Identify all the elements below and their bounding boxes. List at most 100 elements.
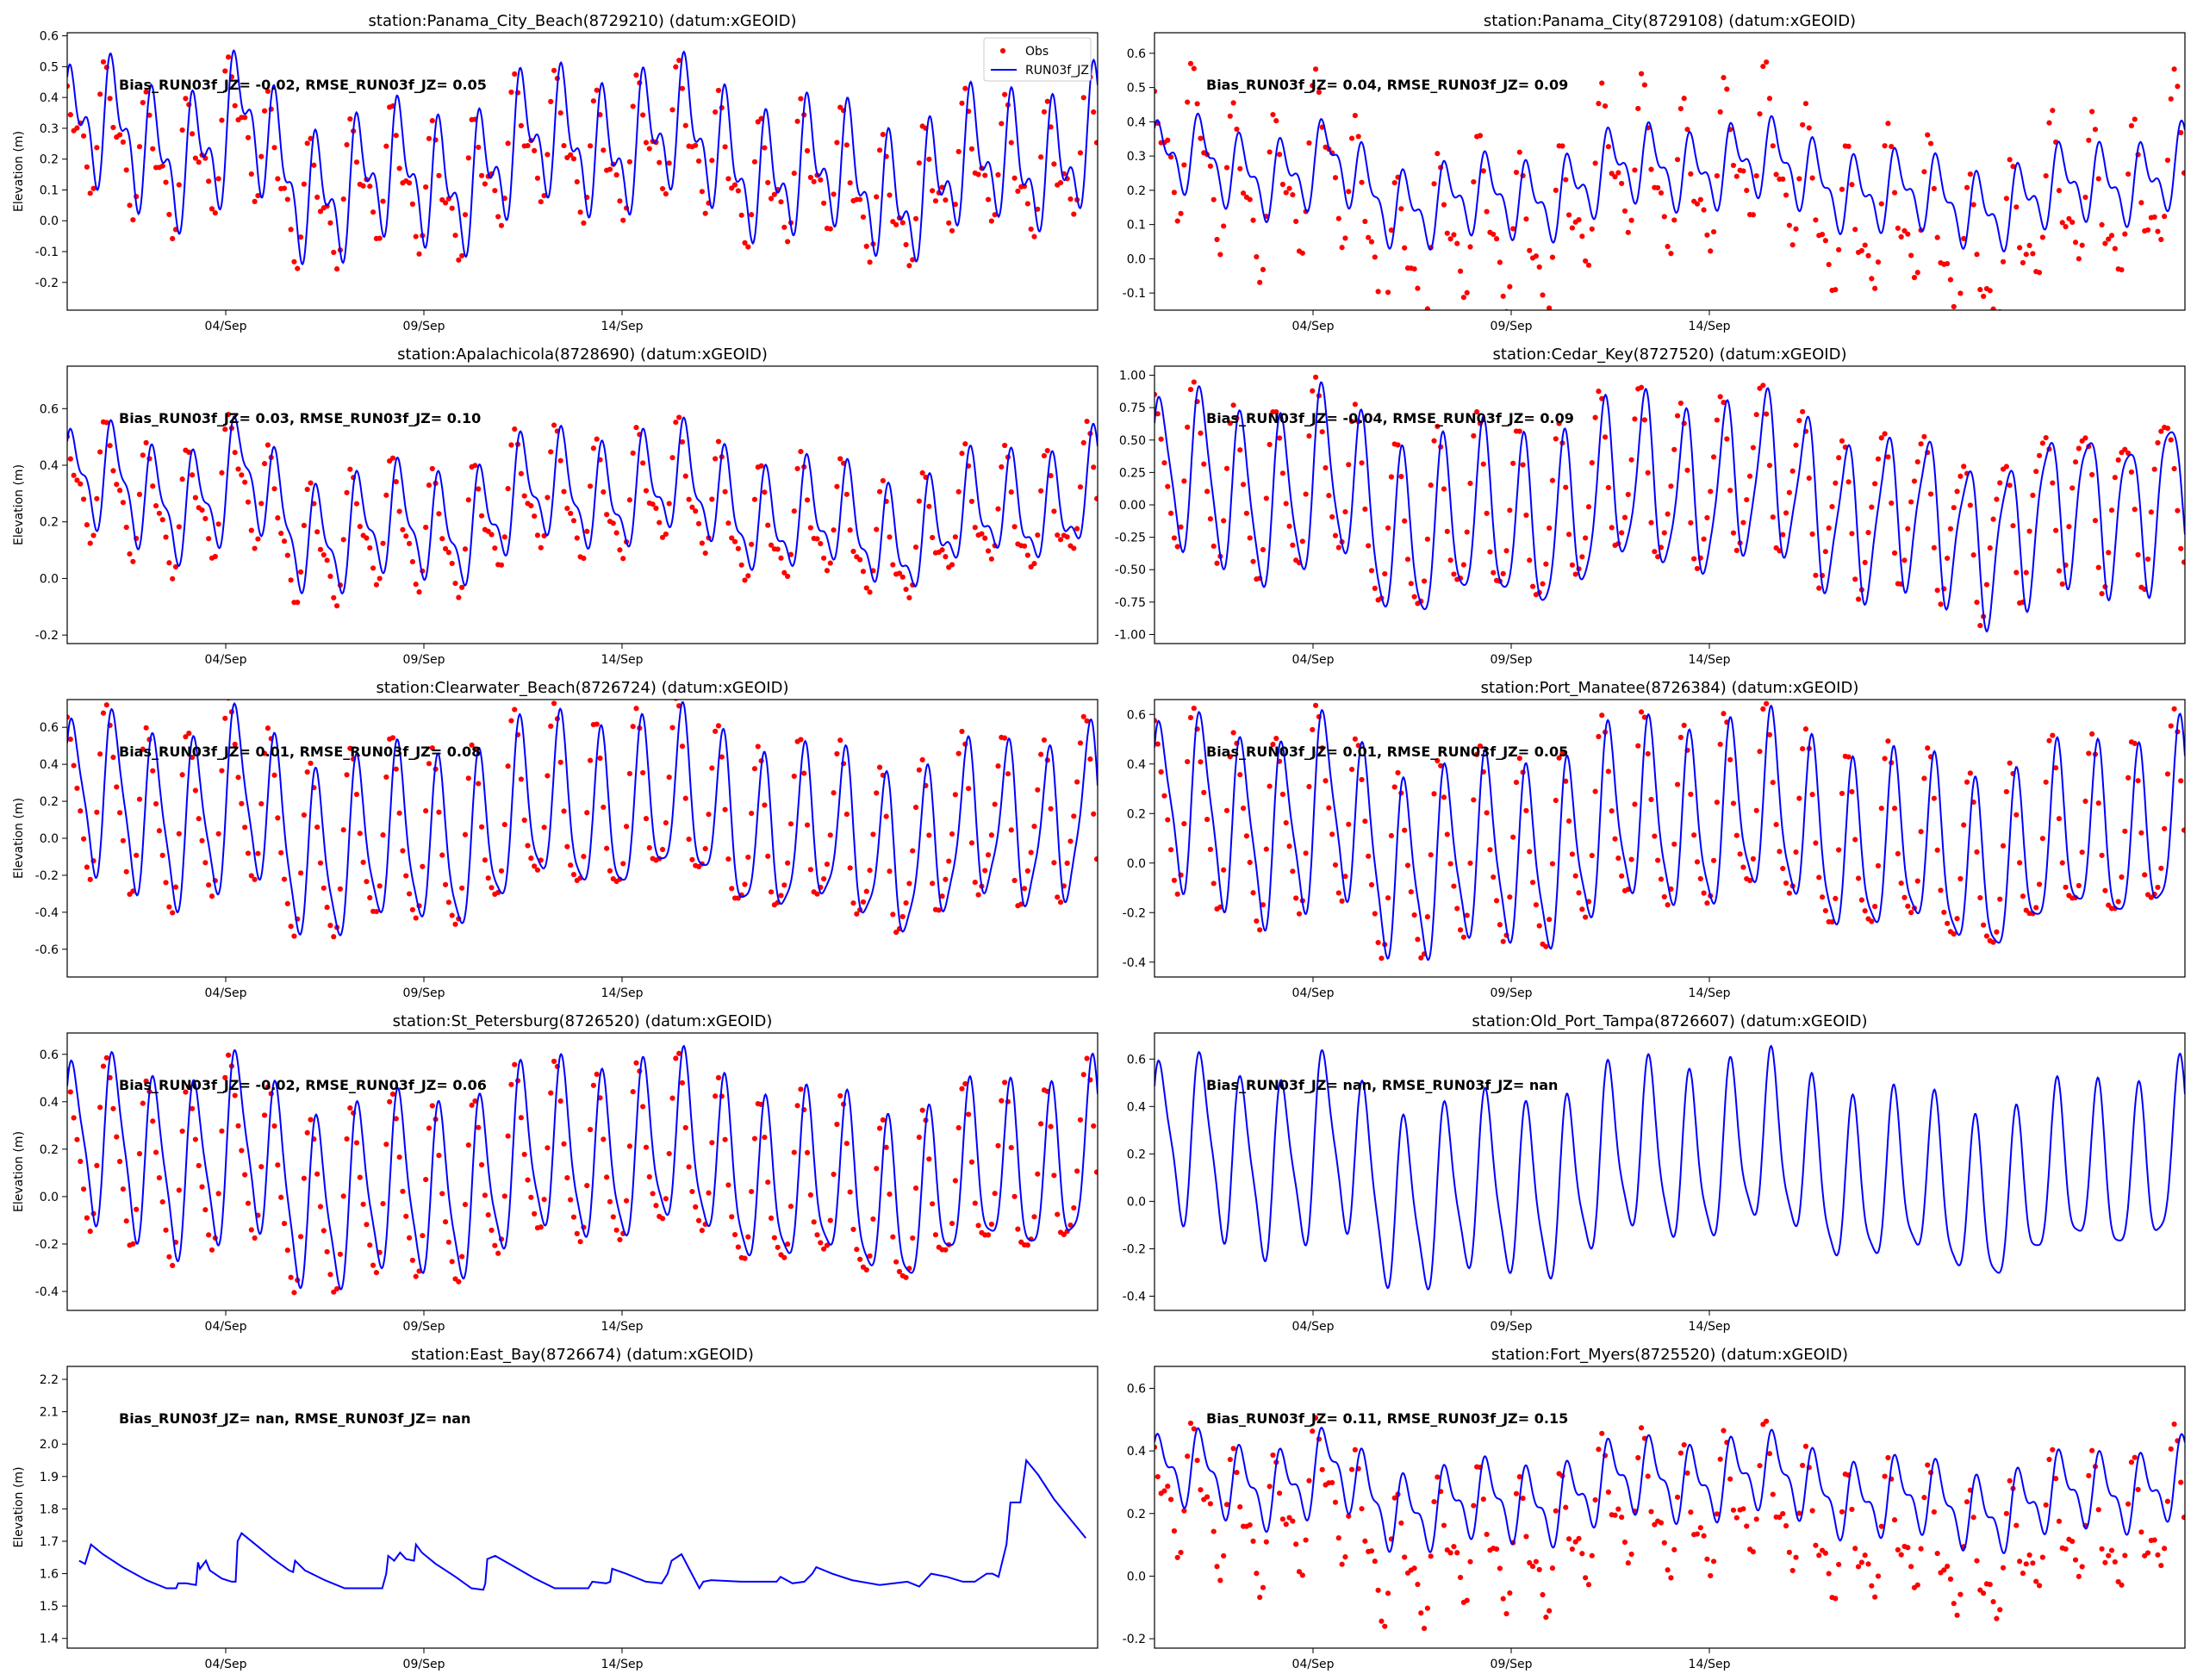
obs-point xyxy=(617,198,623,204)
obs-point xyxy=(485,528,491,534)
obs-point xyxy=(150,483,156,489)
y-tick-label: -0.4 xyxy=(35,906,59,920)
obs-point xyxy=(1750,212,1756,218)
obs-point xyxy=(1035,532,1041,538)
obs-point xyxy=(2086,137,2092,143)
obs-point xyxy=(949,227,955,233)
obs-point xyxy=(1067,1222,1074,1229)
obs-point xyxy=(1565,818,1572,824)
obs-point xyxy=(297,234,304,240)
obs-point xyxy=(1385,525,1391,531)
obs-point xyxy=(90,532,96,538)
obs-point xyxy=(876,147,883,153)
obs-point xyxy=(413,233,419,240)
obs-point xyxy=(1286,843,1292,849)
obs-point xyxy=(1572,1539,1578,1545)
obs-point xyxy=(1332,532,1339,538)
obs-point xyxy=(541,824,547,831)
obs-point xyxy=(689,856,695,862)
obs-point xyxy=(1681,96,1687,102)
obs-point xyxy=(1714,417,1720,423)
obs-point xyxy=(1404,862,1411,868)
plot-area xyxy=(67,411,1098,609)
obs-point xyxy=(1178,1549,1184,1556)
obs-point xyxy=(1299,250,1305,256)
obs-point xyxy=(1507,507,1513,513)
obs-point xyxy=(1211,543,1217,550)
obs-point xyxy=(1878,806,1884,812)
obs-point xyxy=(485,1212,491,1218)
obs-point xyxy=(1204,488,1211,495)
obs-point xyxy=(1925,1462,1931,1468)
obs-point xyxy=(768,889,775,895)
obs-point xyxy=(1737,851,1743,857)
obs-point xyxy=(679,439,686,445)
obs-point xyxy=(745,1234,751,1240)
obs-point xyxy=(663,190,669,197)
obs-point xyxy=(225,411,232,418)
obs-point xyxy=(1665,243,1671,250)
obs-point xyxy=(781,1254,787,1260)
obs-point xyxy=(607,1198,613,1204)
obs-point xyxy=(1171,877,1178,883)
obs-point xyxy=(890,562,896,568)
obs-point xyxy=(610,1214,616,1220)
obs-point xyxy=(548,723,554,729)
obs-point xyxy=(166,560,172,566)
obs-point xyxy=(1813,840,1819,846)
obs-point xyxy=(1198,759,1204,765)
obs-point xyxy=(1974,599,1980,606)
obs-point xyxy=(183,1089,189,1095)
obs-point xyxy=(581,220,587,226)
obs-point xyxy=(347,116,353,122)
obs-point xyxy=(1270,111,1276,118)
obs-point xyxy=(1464,912,1470,918)
obs-point xyxy=(1178,210,1184,216)
obs-point xyxy=(995,1142,1001,1148)
obs-point xyxy=(1908,910,1914,916)
obs-point xyxy=(110,754,116,761)
chart-title: station:Cedar_Key(8727520) (datum:xGEOID… xyxy=(1493,345,1847,364)
obs-point xyxy=(604,845,610,851)
obs-point xyxy=(1335,544,1341,551)
obs-point xyxy=(389,455,396,461)
obs-point xyxy=(2076,1573,2082,1579)
obs-point xyxy=(1740,520,1746,526)
obs-point xyxy=(1625,491,1631,498)
x-tick-label: 09/Sep xyxy=(1491,986,1533,1000)
obs-point xyxy=(252,198,258,204)
obs-point xyxy=(1674,781,1681,787)
obs-point xyxy=(548,98,554,104)
obs-point xyxy=(1648,796,1654,803)
obs-point xyxy=(2050,732,2056,738)
obs-point xyxy=(1329,831,1335,837)
obs-point xyxy=(1379,955,1385,961)
obs-point xyxy=(439,1191,445,1197)
y-tick-label: 0.6 xyxy=(1127,1053,1146,1067)
obs-point xyxy=(577,209,583,215)
obs-point xyxy=(992,801,998,807)
obs-point xyxy=(1760,706,1766,712)
obs-point xyxy=(749,212,755,218)
obs-point xyxy=(321,1228,327,1234)
obs-point xyxy=(219,768,225,774)
y-tick-label: 0.25 xyxy=(1119,466,1146,480)
obs-point xyxy=(1283,819,1289,826)
obs-point xyxy=(1733,832,1740,838)
obs-point xyxy=(1402,827,1408,833)
obs-point xyxy=(442,200,449,206)
obs-point xyxy=(1484,810,1490,816)
obs-point xyxy=(120,500,127,506)
y-tick-label: 0.4 xyxy=(40,459,59,473)
x-tick-label: 14/Sep xyxy=(601,1320,644,1334)
obs-point xyxy=(1174,218,1180,224)
obs-point xyxy=(1891,1517,1898,1523)
obs-point xyxy=(1783,510,1789,516)
obs-point xyxy=(116,810,123,816)
obs-point xyxy=(242,1172,248,1178)
obs-point xyxy=(1845,754,1852,760)
obs-point xyxy=(1418,1610,1424,1616)
obs-point xyxy=(94,145,100,151)
obs-point xyxy=(1296,911,1303,917)
obs-point xyxy=(406,891,413,897)
